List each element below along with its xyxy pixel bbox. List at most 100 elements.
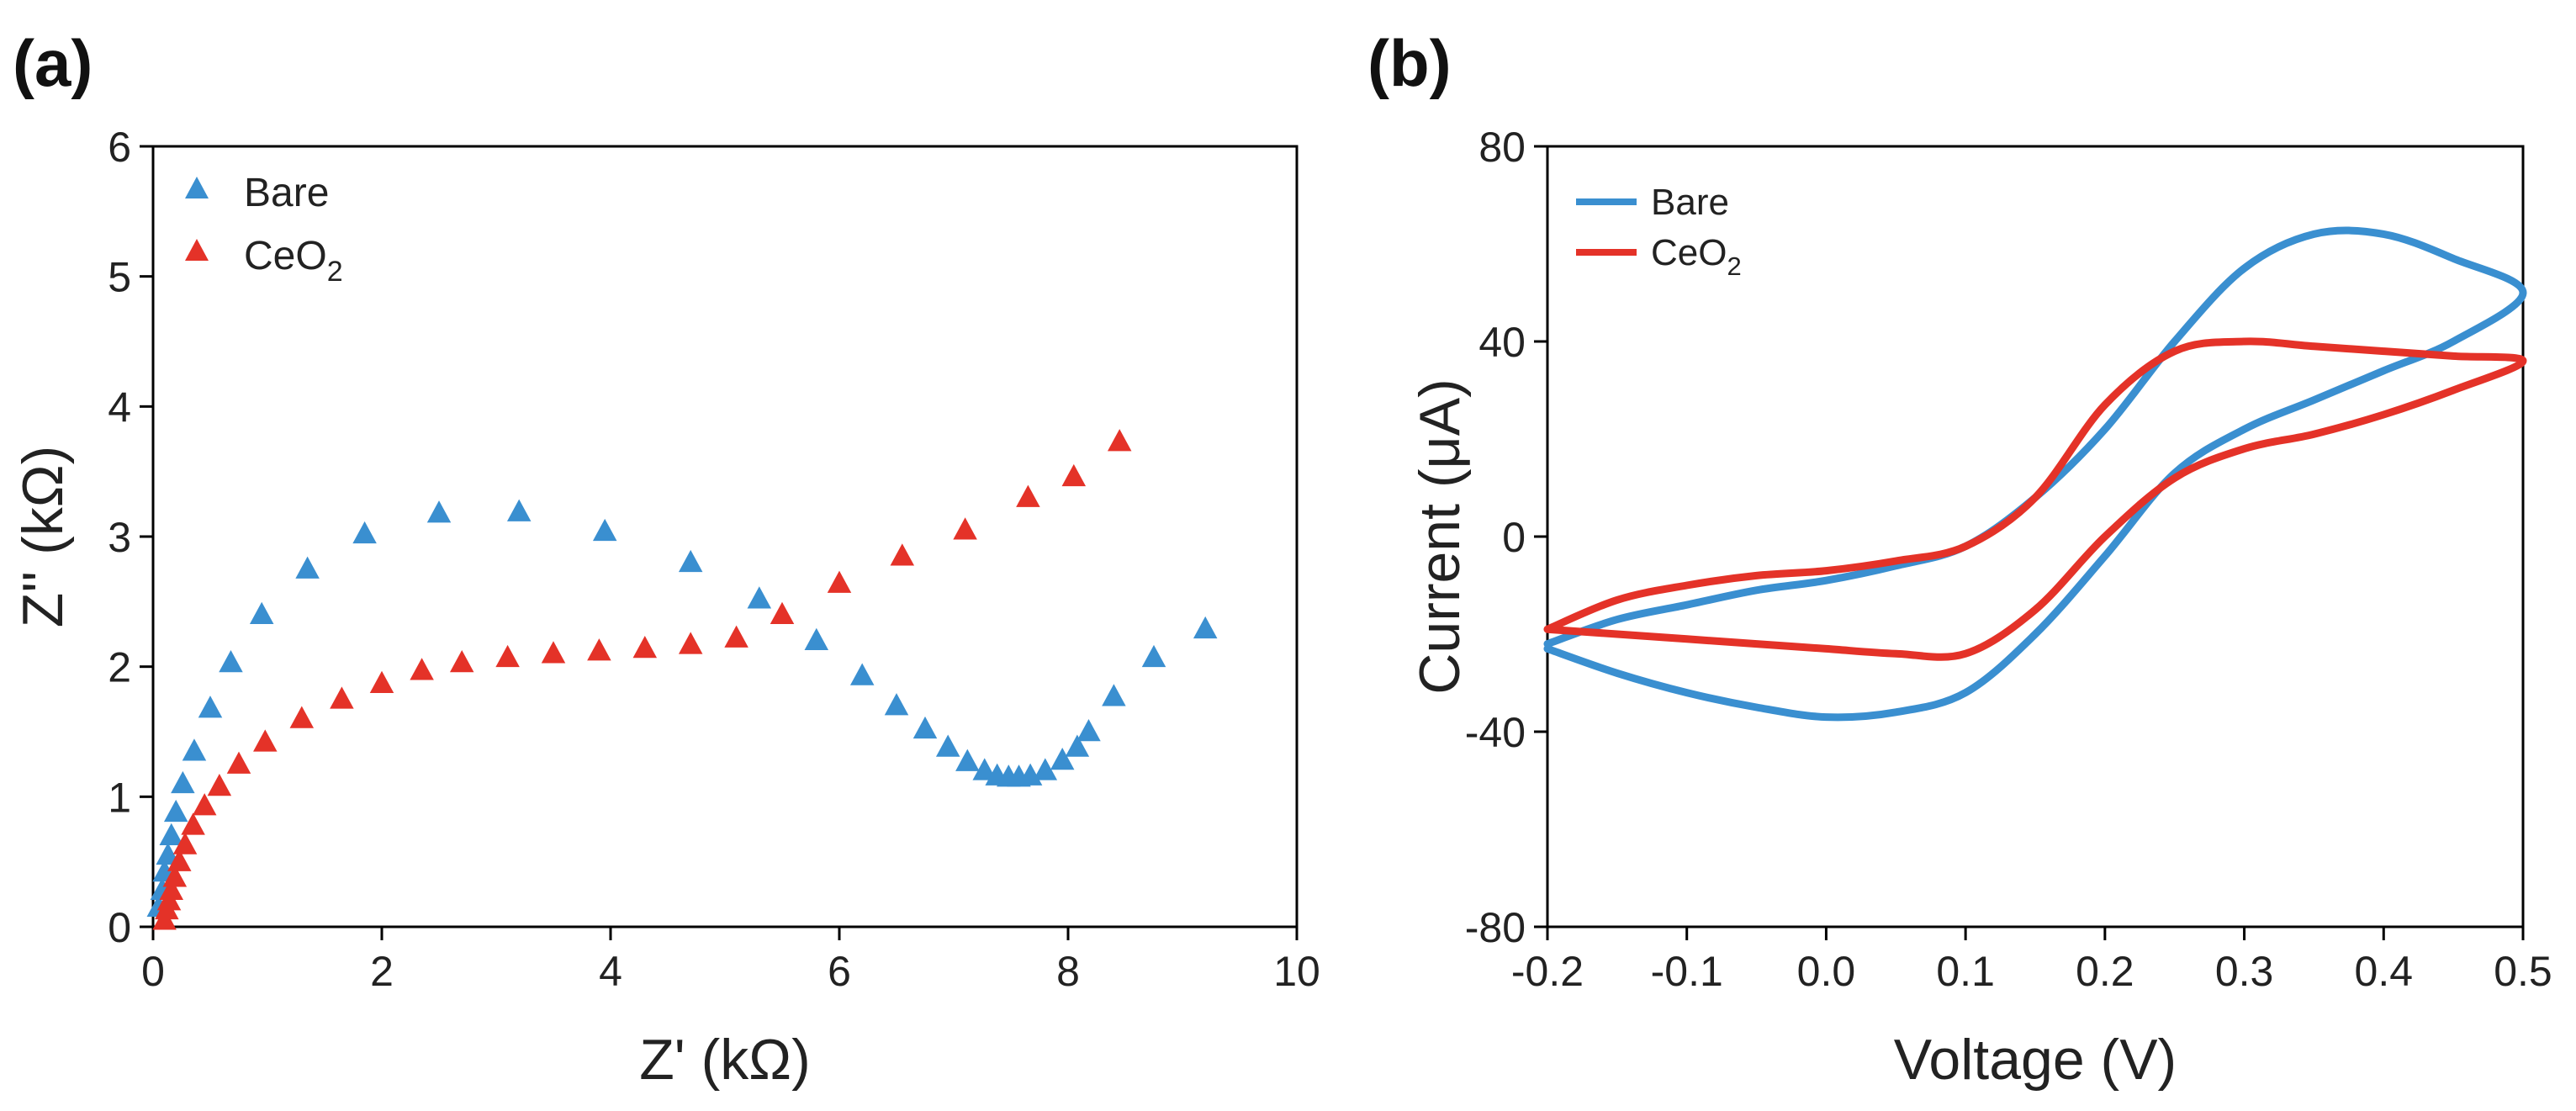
panel-b-xtick-label: 0.3 <box>2215 948 2274 995</box>
data-point-bare <box>171 770 195 794</box>
panel-a: (a) 0 2 4 6 8 10 0 1 2 3 4 5 6 Z' (kΩ) Z'' (kΩ) Bare… <box>11 26 1320 1092</box>
panel-b-xtick-label: 0.1 <box>1936 948 1995 995</box>
data-point-bare <box>295 556 320 579</box>
data-point-bare <box>159 823 184 845</box>
data-point-bare <box>935 734 960 757</box>
data-point-bare <box>352 521 377 544</box>
panel-b-ytick-label: 0 <box>1502 514 1526 561</box>
panel-a-xlabel: Z' (kΩ) <box>639 1028 811 1092</box>
panel-a-ytick-label: 3 <box>108 514 131 561</box>
data-point-bare <box>678 549 703 573</box>
panel-a-ticks: 0 2 4 6 8 10 0 1 2 3 4 5 6 <box>108 124 1320 995</box>
data-point-ceo2 <box>953 517 977 540</box>
panel-a-xtick-label: 6 <box>828 948 851 995</box>
panel-b-marks <box>1543 226 2527 722</box>
panel-b-xtick-label: 0.0 <box>1797 948 1856 995</box>
legend-ceo2-marker <box>185 239 209 261</box>
data-point-ceo2 <box>632 636 658 659</box>
data-point-bare <box>972 758 997 780</box>
panel-b-legend: Bare CeO2 <box>1576 182 1742 281</box>
data-point-ceo2 <box>890 543 915 566</box>
panel-b-ytick-label: 80 <box>1478 124 1526 171</box>
data-point-bare <box>1102 684 1126 706</box>
panel-b-xtick-label: 0.4 <box>2355 948 2414 995</box>
data-point-ceo2 <box>330 686 354 709</box>
data-point-bare <box>884 693 909 716</box>
panel-b-ytick-label: -80 <box>1465 904 1526 951</box>
panel-a-ytick-label: 6 <box>108 124 131 171</box>
data-point-bare <box>1033 758 1058 780</box>
data-point-bare <box>592 518 617 542</box>
data-point-ceo2 <box>770 601 795 625</box>
panel-b-label: (b) <box>1367 26 1452 100</box>
data-point-bare <box>426 500 452 523</box>
data-point-ceo2 <box>167 849 192 871</box>
data-point-ceo2 <box>226 751 251 774</box>
data-point-ceo2 <box>827 570 852 593</box>
panel-a-ylabel: Z'' (kΩ) <box>11 446 75 628</box>
legend-bare-label: Bare <box>1651 182 1729 223</box>
legend-bare-label: Bare <box>244 171 329 215</box>
panel-a-ytick-label: 1 <box>108 774 131 821</box>
data-point-ceo2 <box>159 877 184 900</box>
data-point-bare <box>219 650 243 673</box>
panel-b-ticks: -0.2 -0.1 0.0 0.1 0.2 0.3 0.4 0.5 -80 -40 0 40 80 <box>1465 124 2552 995</box>
panel-a-xtick-label: 4 <box>599 948 622 995</box>
data-point-bare <box>163 799 188 823</box>
data-point-bare <box>1065 734 1090 757</box>
panel-b-xtick-label: 0.2 <box>2076 948 2134 995</box>
data-point-ceo2 <box>449 650 474 673</box>
data-point-ceo2 <box>541 641 566 664</box>
data-point-ceo2 <box>587 638 611 661</box>
panel-a-ytick-label: 0 <box>108 904 131 951</box>
data-point-ceo2 <box>410 658 434 680</box>
data-point-bare <box>849 663 875 685</box>
panel-a-marks <box>146 429 1218 930</box>
panel-a-xtick-label: 2 <box>370 948 394 995</box>
series-line-ceo2 <box>1543 337 2527 661</box>
panel-b-xlabel: Voltage (V) <box>1894 1028 2177 1092</box>
data-point-ceo2 <box>369 670 394 694</box>
legend-bare-marker <box>185 177 209 198</box>
legend-ceo2-label: CeO2 <box>1651 232 1742 281</box>
data-point-bare <box>912 716 938 739</box>
panel-a-ytick-label: 2 <box>108 644 131 691</box>
data-point-bare <box>198 696 223 718</box>
panel-a-legend: Bare CeO2 <box>185 171 343 288</box>
panel-b-ylabel: Current (μA) <box>1408 378 1472 694</box>
data-point-ceo2 <box>172 832 198 854</box>
panel-a-xtick-label: 0 <box>141 948 165 995</box>
data-point-bare <box>506 499 532 521</box>
panel-a-label: (a) <box>13 26 93 100</box>
data-point-ceo2 <box>1016 484 1040 507</box>
data-point-bare <box>804 627 829 650</box>
panel-a-ytick-label: 5 <box>108 254 131 301</box>
data-point-ceo2 <box>207 773 232 796</box>
data-point-bare <box>249 601 274 625</box>
data-point-bare <box>1193 616 1218 639</box>
data-point-ceo2 <box>1061 463 1087 487</box>
data-point-ceo2 <box>495 644 520 668</box>
legend-ceo2-label: CeO2 <box>244 234 343 288</box>
panel-b-xtick-label: -0.2 <box>1511 948 1584 995</box>
data-point-bare <box>1076 719 1101 742</box>
data-point-ceo2 <box>1107 429 1132 452</box>
series-line-bare <box>1543 226 2527 722</box>
data-point-bare <box>747 586 772 609</box>
panel-b-ytick-label: 40 <box>1478 319 1526 366</box>
panel-b-xtick-label: -0.1 <box>1651 948 1723 995</box>
panel-b: (b) -0.2 -0.1 0.0 0.1 0.2 0.3 0.4 0.5 -80 -40 0 40 8… <box>1367 26 2552 1092</box>
data-point-bare <box>182 738 207 761</box>
panel-a-xtick-label: 10 <box>1273 948 1320 995</box>
data-point-ceo2 <box>724 625 748 648</box>
panel-b-ytick-label: -40 <box>1465 709 1526 756</box>
data-point-bare <box>1141 644 1166 668</box>
data-point-ceo2 <box>678 632 703 654</box>
data-point-ceo2 <box>181 812 205 835</box>
series-bare <box>146 499 1218 918</box>
data-point-ceo2 <box>162 865 188 887</box>
data-point-ceo2 <box>253 729 278 752</box>
data-point-bare <box>1050 748 1075 770</box>
panel-a-xtick-label: 8 <box>1056 948 1080 995</box>
